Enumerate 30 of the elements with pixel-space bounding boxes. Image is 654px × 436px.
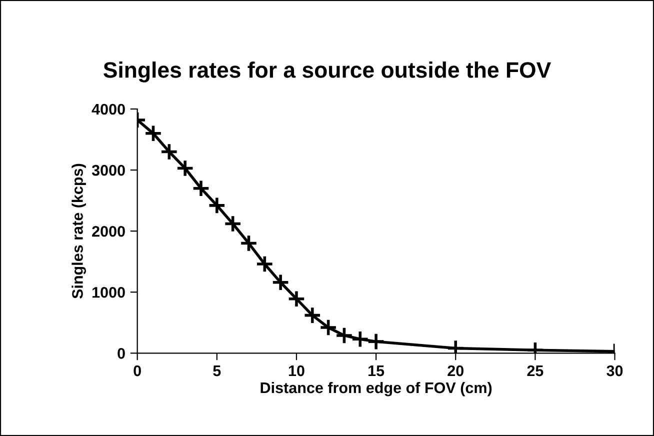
- x-tick-label: 10: [288, 365, 304, 376]
- y-tick-label: 1000: [92, 286, 125, 298]
- x-tick-label: 30: [606, 365, 623, 376]
- x-tick-label: 25: [527, 365, 544, 376]
- x-tick-label: 0: [134, 365, 141, 376]
- x-tick-label: 5: [213, 366, 221, 376]
- x-axis-title: Distance from edge of FOV (cm): [260, 382, 492, 396]
- y-tick-label: 2000: [92, 226, 125, 237]
- point: [224, 214, 242, 233]
- point: [319, 318, 338, 337]
- point: [367, 332, 386, 351]
- x-tick-label: 15: [368, 366, 384, 376]
- point: [160, 142, 178, 161]
- point: [351, 330, 370, 348]
- point: [287, 290, 306, 308]
- y-axis-title: Singles rate (kcps): [72, 164, 86, 299]
- point: [303, 306, 322, 324]
- point: [192, 179, 210, 198]
- point: [240, 234, 258, 252]
- point: [256, 255, 274, 274]
- y-tick-label: 3000: [92, 164, 125, 176]
- point: [176, 159, 194, 178]
- chart-title: Singles rates for a source outside the FOV: [104, 62, 551, 82]
- point: [272, 273, 290, 292]
- point: [335, 326, 354, 344]
- y-tick-label: 4000: [92, 104, 125, 115]
- point: [144, 124, 162, 142]
- x-tick-label: 20: [448, 365, 464, 376]
- y-tick-label: 0: [118, 348, 125, 359]
- point: [208, 196, 226, 214]
